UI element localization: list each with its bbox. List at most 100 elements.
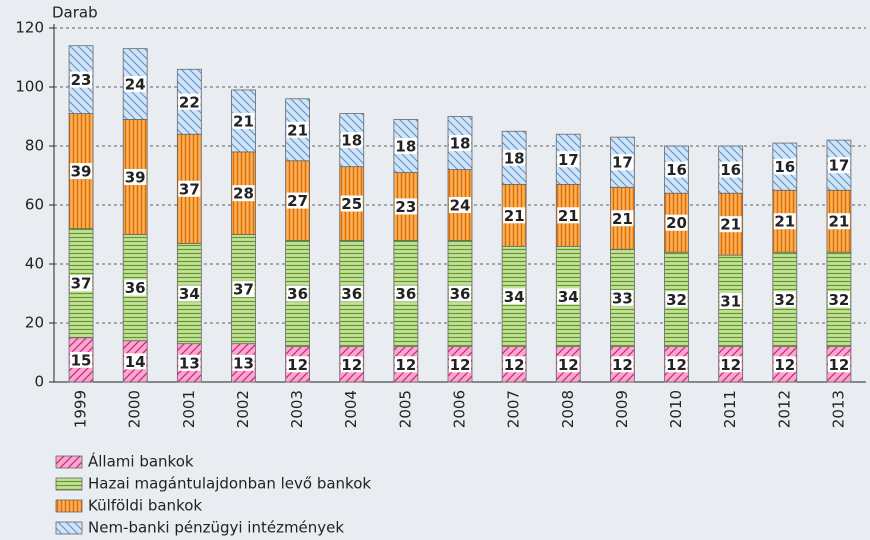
label-bg [827, 291, 850, 308]
data-label: 27 [287, 192, 308, 210]
label-bg [503, 149, 526, 166]
data-label: 21 [828, 213, 849, 231]
x-tick-label: 2008 [559, 390, 577, 428]
y-tick-label: 120 [15, 19, 44, 37]
data-label: 12 [395, 356, 416, 374]
label-bg [449, 135, 471, 152]
data-label: 14 [125, 353, 146, 371]
data-label: 12 [720, 356, 741, 374]
data-label: 39 [71, 163, 92, 181]
data-label: 12 [774, 356, 795, 374]
data-label: 33 [612, 289, 633, 307]
label-bg [557, 207, 580, 224]
legend-label: Külföldi bankok [88, 497, 202, 515]
data-label: 12 [341, 356, 362, 374]
data-label: 18 [341, 132, 362, 150]
label-bg [340, 356, 363, 373]
data-label: 24 [125, 76, 146, 94]
data-label: 21 [774, 213, 795, 231]
x-tick-label: 2001 [180, 390, 198, 428]
label-bg [449, 356, 471, 373]
x-tick-label: 2009 [613, 390, 631, 428]
label-bg [394, 198, 417, 215]
label-bg [286, 192, 309, 209]
data-label: 12 [666, 356, 687, 374]
y-axis-label: Darab [52, 4, 98, 22]
data-label: 36 [341, 285, 362, 303]
legend-swatch [55, 521, 83, 535]
data-label: 32 [666, 291, 687, 309]
label-bg [611, 356, 634, 373]
x-tick-label: 2013 [829, 390, 847, 428]
y-tick-label: 20 [25, 314, 44, 332]
label-bg [70, 275, 93, 292]
data-label: 22 [179, 93, 200, 111]
x-tick-label: 2012 [775, 390, 793, 428]
data-label: 13 [233, 354, 254, 372]
data-label: 31 [720, 292, 741, 310]
data-label: 18 [504, 149, 525, 167]
data-label: 17 [558, 151, 579, 169]
y-tick-label: 80 [25, 137, 44, 155]
data-label: 12 [450, 356, 471, 374]
legend-swatch [55, 455, 83, 469]
label-bg [665, 214, 688, 231]
label-bg [557, 356, 580, 373]
label-bg [827, 356, 850, 373]
label-bg [232, 354, 255, 371]
x-tick-label: 2006 [451, 390, 469, 428]
label-bg [503, 288, 526, 305]
data-label: 36 [450, 285, 471, 303]
data-label: 16 [666, 161, 687, 179]
x-tick-label: 2007 [505, 390, 523, 428]
data-label: 21 [504, 207, 525, 225]
legend-swatch [55, 499, 83, 513]
label-bg [503, 356, 526, 373]
label-bg [124, 279, 147, 296]
data-label: 37 [233, 281, 254, 299]
x-tick-label: 2005 [396, 390, 414, 428]
data-label: 32 [774, 291, 795, 309]
label-bg [503, 207, 526, 224]
label-bg [394, 356, 417, 373]
data-label: 28 [233, 185, 254, 203]
label-bg [449, 285, 471, 302]
data-label: 12 [287, 356, 308, 374]
label-bg [773, 213, 796, 230]
data-label: 20 [666, 214, 687, 232]
data-label: 21 [612, 210, 633, 228]
data-label: 37 [71, 275, 92, 293]
label-bg [719, 356, 742, 373]
data-label: 36 [287, 285, 308, 303]
x-tick-label: 2010 [667, 390, 685, 428]
label-bg [773, 291, 796, 308]
x-tick-label: 2004 [342, 390, 360, 428]
label-bg [611, 154, 634, 171]
label-bg [232, 185, 255, 202]
label-bg [178, 180, 201, 197]
label-bg [394, 285, 417, 302]
data-label: 13 [179, 354, 200, 372]
y-tick-label: 40 [25, 255, 44, 273]
data-label: 34 [504, 288, 525, 306]
label-bg [124, 76, 147, 93]
y-tick-label: 100 [15, 78, 44, 96]
label-bg [70, 351, 93, 368]
label-bg [719, 292, 742, 309]
data-label: 18 [395, 138, 416, 156]
label-bg [449, 197, 471, 213]
data-label: 17 [612, 154, 633, 172]
label-bg [178, 93, 201, 110]
label-bg [178, 354, 201, 371]
data-label: 32 [828, 291, 849, 309]
y-tick-label: 60 [25, 196, 44, 214]
label-bg [178, 285, 201, 302]
legend-label: Állami bankok [88, 452, 194, 471]
label-bg [557, 288, 580, 305]
label-bg [232, 281, 255, 298]
label-bg [827, 213, 850, 230]
data-label: 12 [558, 356, 579, 374]
x-tick-label: 2003 [288, 390, 306, 428]
label-bg [340, 285, 363, 302]
